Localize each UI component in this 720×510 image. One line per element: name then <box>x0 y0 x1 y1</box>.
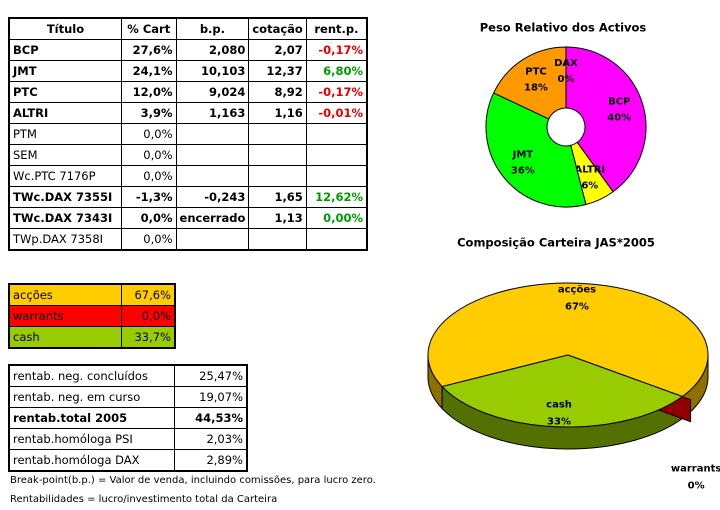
table-cell: 1,13 <box>248 207 307 229</box>
table-cell: 6,80% <box>305 60 368 82</box>
table-row: TWc.DAX 7343I 0,0% encerrado 1,13 0,00% <box>8 207 368 229</box>
note: Rentabilidades = lucro/investimento tota… <box>10 494 278 505</box>
slice-value-label: 36% <box>511 166 535 177</box>
table-cell: TWp.DAX 7358I <box>8 228 122 251</box>
slice-label: ALTRI <box>574 165 605 176</box>
slice-value-label: 0% <box>688 480 705 491</box>
slice-label: acções <box>558 285 596 296</box>
table-cell: warrants <box>8 305 123 327</box>
table-cell: 0,0% <box>120 228 177 251</box>
table-row: TWc.DAX 7355I -1,3% -0,243 1,65 12,62% <box>8 186 368 208</box>
table-row: PTC 12,0% 9,024 8,92 -0,17% <box>8 81 368 103</box>
slice-value-label: 18% <box>524 83 548 94</box>
slice-value-label: 40% <box>607 113 631 124</box>
table-cell: Wc.PTC 7176P <box>8 165 122 187</box>
slice-label: cash <box>546 399 572 410</box>
table-cell: rentab. neg. em curso <box>8 386 176 408</box>
slice-label: PTC <box>525 67 547 78</box>
slice-label: BCP <box>608 97 630 108</box>
slice-value-label: 6% <box>581 181 598 192</box>
table-cell: encerrado <box>175 207 250 229</box>
chart-title: Composição Carteira JAS*2005 <box>457 236 655 250</box>
table-cell: JMT <box>8 60 122 82</box>
note: Break-point(b.p.) = Valor de venda, incl… <box>10 475 376 486</box>
slice-value-label: 67% <box>565 302 589 313</box>
table-row: acções 67,6% <box>8 283 176 306</box>
slice-value-label: 0% <box>558 74 575 85</box>
table-cell: cash <box>8 326 123 349</box>
table-row: rentab.homóloga PSI 2,03% <box>8 428 248 450</box>
table-cell: 12,37 <box>248 60 307 82</box>
chart-title: Peso Relativo dos Activos <box>480 21 647 35</box>
table-cell: -1,3% <box>120 186 177 208</box>
returns-table: rentab. neg. concluídos 25,47% rentab. neg… <box>8 364 248 472</box>
slice-value-label: 33% <box>547 416 571 427</box>
pie-slice <box>427 282 709 398</box>
pie-slice <box>441 354 684 428</box>
slice-label: warrants <box>671 463 720 474</box>
table-cell: 2,03% <box>174 428 248 450</box>
table-cell <box>248 228 307 251</box>
header-cell: % Cart <box>120 17 177 40</box>
table-row: rentab. neg. em curso 19,07% <box>8 386 248 408</box>
table-row: ALTRI 3,9% 1,163 1,16 -0,01% <box>8 102 368 124</box>
table-row: warrants 0,0% <box>8 305 176 327</box>
table-cell: 10,103 <box>175 60 250 82</box>
table-row: rentab.homóloga DAX 2,89% <box>8 449 248 472</box>
table-cell: 67,6% <box>121 283 176 306</box>
table-cell: rentab.homóloga PSI <box>8 428 176 450</box>
table-row: JMT 24,1% 10,103 12,37 6,80% <box>8 60 368 82</box>
table-row: SEM 0,0% <box>8 144 368 166</box>
table-cell: -0,17% <box>305 39 368 61</box>
table-row: cash 33,7% <box>8 326 176 349</box>
table-cell: 0,0% <box>120 165 177 187</box>
table-cell: 33,7% <box>121 326 176 349</box>
table-cell <box>305 228 368 251</box>
table-row: rentab. neg. concluídos 25,47% <box>8 364 248 387</box>
table-row: BCP 27,6% 2,080 2,07 -0,17% <box>8 39 368 61</box>
table-cell: 1,65 <box>248 186 307 208</box>
holdings-table: Título% Cart b.p. cotação rent.p. BCP 27,6% 2,… <box>8 17 368 251</box>
table-cell: 0,0% <box>120 207 177 229</box>
header-row: Título% Cart b.p. cotação rent.p. <box>8 17 368 40</box>
table-cell: 19,07% <box>174 386 248 408</box>
table-cell: 25,47% <box>174 364 248 387</box>
table-cell: 0,0% <box>121 305 176 327</box>
allocation-table: acções 67,6% warrants 0,0% cash 33,7% <box>8 283 176 349</box>
table-row: TWp.DAX 7358I 0,0% <box>8 228 368 251</box>
table-cell: 2,89% <box>174 449 248 472</box>
pie-slice <box>485 92 587 208</box>
table-cell: TWc.DAX 7343I <box>8 207 122 229</box>
table-cell: 0,00% <box>305 207 368 229</box>
table-cell: -0,01% <box>305 102 368 124</box>
table-cell: 9,024 <box>175 81 250 103</box>
slice-label: DAX <box>554 58 578 69</box>
pie-slice <box>492 46 567 120</box>
table-cell: rentab. neg. concluídos <box>8 364 176 387</box>
header-cell: rent.p. <box>305 17 368 40</box>
slice-label: JMT <box>512 150 534 161</box>
pie-slice <box>565 46 647 193</box>
